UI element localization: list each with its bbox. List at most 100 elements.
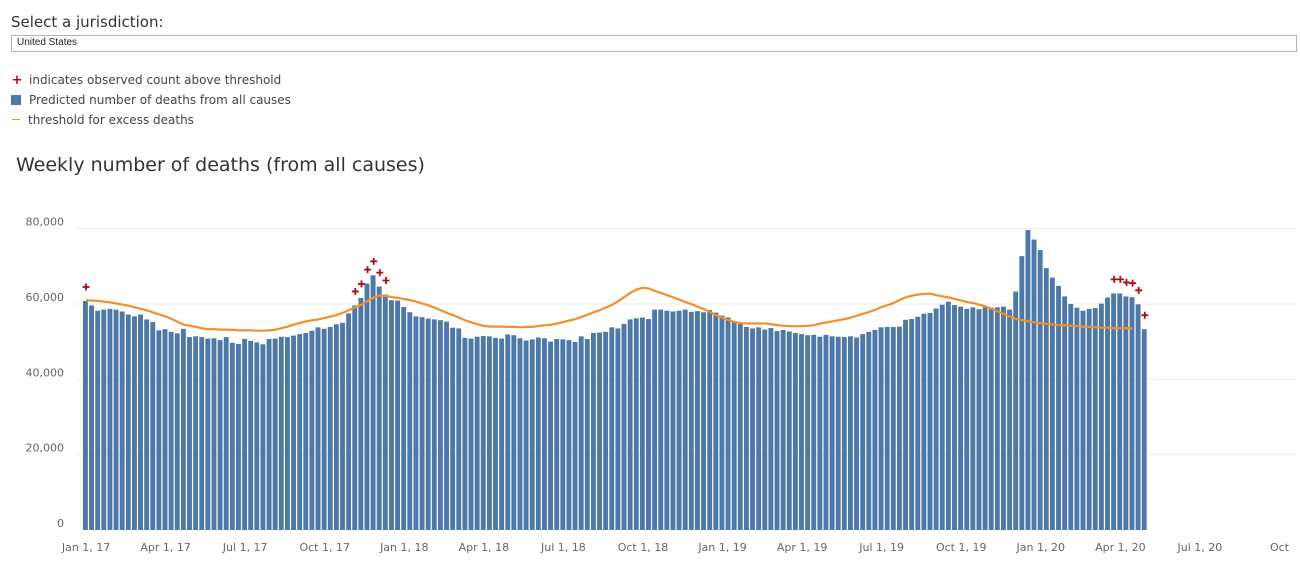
above-threshold-marker [357,280,365,288]
bars [83,230,1147,531]
bar [756,327,762,530]
bar [584,338,590,530]
bar [682,309,688,530]
bar [554,338,560,530]
jurisdiction-label: Select a jurisdiction: [11,13,164,31]
bar [248,340,254,530]
y-tick-label: 80,000 [26,216,65,229]
above-threshold-marker [1116,275,1124,283]
bar [823,334,829,530]
bar [511,335,517,530]
threshold-line-group [86,286,1133,332]
above-threshold-markers [83,258,1149,319]
bar [976,309,982,530]
bar [382,294,388,530]
bar [1068,303,1074,530]
bar [131,316,137,530]
bar [805,335,811,530]
bar [982,307,988,530]
x-tick-label: Oct 1, 18 [618,541,669,554]
bar [658,309,664,530]
bar [1111,293,1117,530]
x-tick-label: Apr 1, 17 [140,541,191,554]
bar [297,334,303,530]
bar [101,309,107,530]
bar [333,324,339,530]
bar [456,328,462,530]
x-tick-label: Oct 1, 17 [299,541,350,554]
bar [1074,307,1080,530]
bar [1123,296,1129,530]
bar [223,337,229,530]
bar [786,331,792,530]
bar [89,305,95,530]
y-tick-label: 0 [57,517,64,530]
bar [499,338,505,530]
bar [572,342,578,530]
plus-icon: + [11,73,23,88]
x-axis-ticks: Jan 1, 17 Apr 1, 17 Jul 1, 17 Oct 1, 17 Jan … [61,541,1290,554]
bar [835,336,841,530]
bar [603,331,609,530]
bar [254,342,260,530]
bar [523,340,529,530]
bar [945,301,951,530]
bar [1062,296,1068,530]
y-tick-label: 60,000 [26,291,65,304]
bar [419,317,425,530]
bar [652,309,658,530]
above-threshold-marker [1110,275,1118,283]
bar [95,310,101,530]
jurisdiction-select[interactable]: United States [11,35,1297,52]
bar [437,320,443,530]
x-tick-label: Apr 1, 18 [459,541,510,554]
bar [389,300,394,530]
bar [340,322,345,530]
bar [444,321,449,530]
line-swatch-icon [12,119,20,120]
bar [480,335,486,530]
legend-label-bars: Predicted number of deaths from all caus… [29,93,291,107]
bar [284,337,290,530]
bar [896,326,902,530]
bar [1092,308,1098,530]
bar [1025,230,1031,530]
bar [560,339,566,530]
bar [548,341,554,530]
bar [737,323,743,530]
threshold-line [86,286,1133,332]
bar [848,336,853,530]
x-tick-label: Jan 1, 19 [697,541,746,554]
bar [927,312,933,530]
bar [1031,239,1037,531]
above-threshold-marker [1141,311,1149,319]
bar [597,332,602,530]
bar [542,338,547,530]
bar [707,309,713,530]
bar [162,329,168,530]
bar [903,319,908,530]
bar [670,311,676,530]
bar [535,337,541,530]
x-tick-label: Jan 1, 18 [379,541,428,554]
bar [211,338,217,530]
bar [921,313,927,530]
bar [260,344,266,530]
bar [866,331,872,530]
above-threshold-marker [82,283,90,291]
bar [144,319,150,530]
bar [578,336,584,530]
x-tick-label: Oct [1270,541,1290,554]
above-threshold-marker [382,277,390,285]
bar [321,328,327,530]
bar [138,314,143,530]
bar [413,316,419,530]
bar [664,310,670,530]
bar [878,327,884,530]
x-tick-label: Apr 1, 19 [777,541,828,554]
bar [193,336,199,530]
bar [395,300,401,530]
bar [187,337,192,530]
bar [799,334,804,530]
